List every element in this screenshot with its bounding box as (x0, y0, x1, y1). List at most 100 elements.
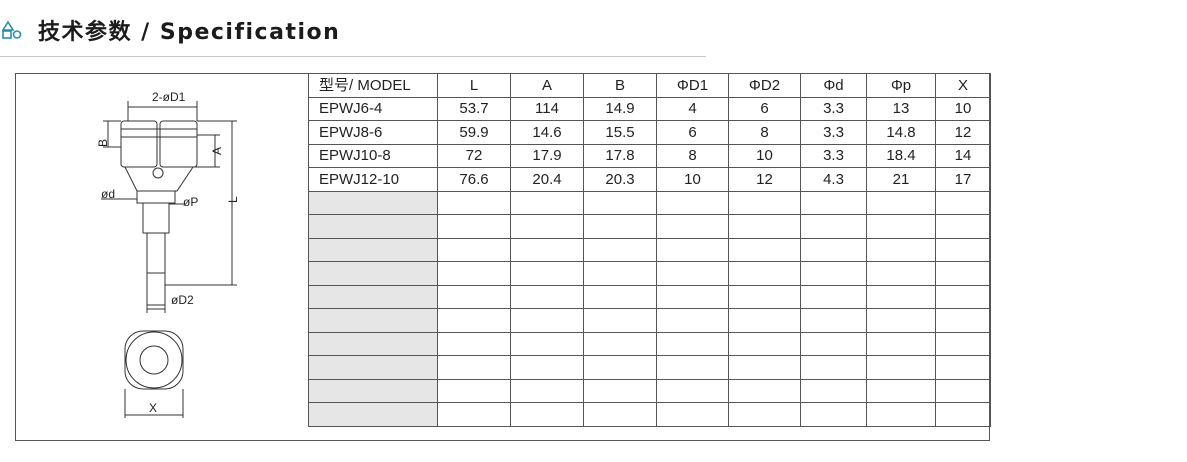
cell: 17 (935, 167, 991, 192)
empty-cell (935, 308, 991, 333)
empty-cell (510, 308, 584, 333)
empty-cell (583, 331, 657, 356)
data-row: EPWJ8-6 59.9 14.6 15.5 6 8 3.3 14.8 12 (308, 120, 991, 145)
header-title: 技术参数 / Specification (38, 20, 341, 45)
empty-cell (510, 402, 584, 427)
empty-cell (866, 331, 936, 356)
empty-cell (728, 355, 801, 380)
column-header: Φd (800, 73, 867, 98)
empty-cell (510, 214, 584, 239)
empty-cell (728, 378, 801, 403)
cell: 14 (935, 143, 991, 168)
empty-cell (866, 237, 936, 262)
empty-row (308, 402, 991, 427)
cell: 20.3 (583, 167, 657, 192)
empty-cell (437, 284, 511, 309)
empty-cell (800, 237, 867, 262)
empty-cell (437, 331, 511, 356)
empty-cell (728, 308, 801, 333)
empty-cell (800, 355, 867, 380)
cell: 72 (437, 143, 511, 168)
cell: 17.8 (583, 143, 657, 168)
column-header: Φp (866, 73, 936, 98)
empty-cell (437, 190, 511, 215)
empty-cell (308, 214, 438, 239)
empty-cell (728, 214, 801, 239)
empty-row (308, 331, 991, 356)
empty-cell (728, 190, 801, 215)
empty-cell (583, 402, 657, 427)
empty-cell (437, 402, 511, 427)
empty-row (308, 214, 991, 239)
empty-cell (866, 402, 936, 427)
spec-table: 型号/ MODEL L A B ΦD1 ΦD2 Φd Φp X EPWJ6-4 53.7 114 14.… (308, 73, 991, 427)
cell: 3.3 (800, 143, 867, 168)
empty-cell (866, 261, 936, 286)
empty-cell (800, 214, 867, 239)
empty-cell (800, 261, 867, 286)
cell: 59.9 (437, 120, 511, 145)
empty-cell (308, 402, 438, 427)
cell: 18.4 (866, 143, 936, 168)
data-row: EPWJ10-8 72 17.9 17.8 8 10 3.3 18.4 14 (308, 143, 991, 168)
empty-cell (308, 378, 438, 403)
drawing-label: ød (101, 187, 115, 201)
empty-cell (510, 284, 584, 309)
cell: 17.9 (510, 143, 584, 168)
empty-cell (437, 237, 511, 262)
drawing-label: B (96, 139, 110, 147)
empty-row (308, 190, 991, 215)
cell: 114 (510, 96, 584, 121)
empty-row (308, 261, 991, 286)
empty-cell (308, 308, 438, 333)
empty-cell (728, 402, 801, 427)
drawing-label: 2-øD1 (152, 90, 186, 104)
empty-cell (510, 378, 584, 403)
cell: EPWJ6-4 (308, 96, 438, 121)
empty-cell (656, 284, 729, 309)
cell: 10 (656, 167, 729, 192)
empty-cell (510, 190, 584, 215)
column-header: B (583, 73, 657, 98)
empty-row (308, 237, 991, 262)
empty-row (308, 355, 991, 380)
empty-cell (728, 261, 801, 286)
empty-cell (728, 331, 801, 356)
cell: 8 (728, 120, 801, 145)
column-header: L (437, 73, 511, 98)
empty-cell (656, 214, 729, 239)
cell: 14.9 (583, 96, 657, 121)
cell: 14.6 (510, 120, 584, 145)
header-row: 型号/ MODEL L A B ΦD1 ΦD2 Φd Φp X (308, 73, 991, 98)
empty-cell (935, 214, 991, 239)
empty-cell (656, 308, 729, 333)
cell: 76.6 (437, 167, 511, 192)
empty-cell (800, 308, 867, 333)
empty-cell (935, 331, 991, 356)
cell: 10 (728, 143, 801, 168)
cell: 4.3 (800, 167, 867, 192)
cell: EPWJ10-8 (308, 143, 438, 168)
empty-row (308, 284, 991, 309)
empty-cell (866, 308, 936, 333)
empty-cell (935, 237, 991, 262)
empty-cell (437, 355, 511, 380)
empty-cell (510, 261, 584, 286)
empty-cell (656, 378, 729, 403)
empty-cell (935, 355, 991, 380)
cell: 3.3 (800, 96, 867, 121)
empty-cell (866, 190, 936, 215)
drawing-label: øD2 (171, 293, 194, 307)
empty-row (308, 308, 991, 333)
cell: EPWJ12-10 (308, 167, 438, 192)
empty-cell (800, 284, 867, 309)
empty-cell (583, 308, 657, 333)
empty-cell (510, 355, 584, 380)
empty-cell (656, 261, 729, 286)
empty-cell (308, 237, 438, 262)
drawing-label: A (210, 147, 224, 155)
cell: EPWJ8-6 (308, 120, 438, 145)
empty-cell (935, 402, 991, 427)
cell: 12 (728, 167, 801, 192)
drawing-label: øP (183, 195, 198, 209)
